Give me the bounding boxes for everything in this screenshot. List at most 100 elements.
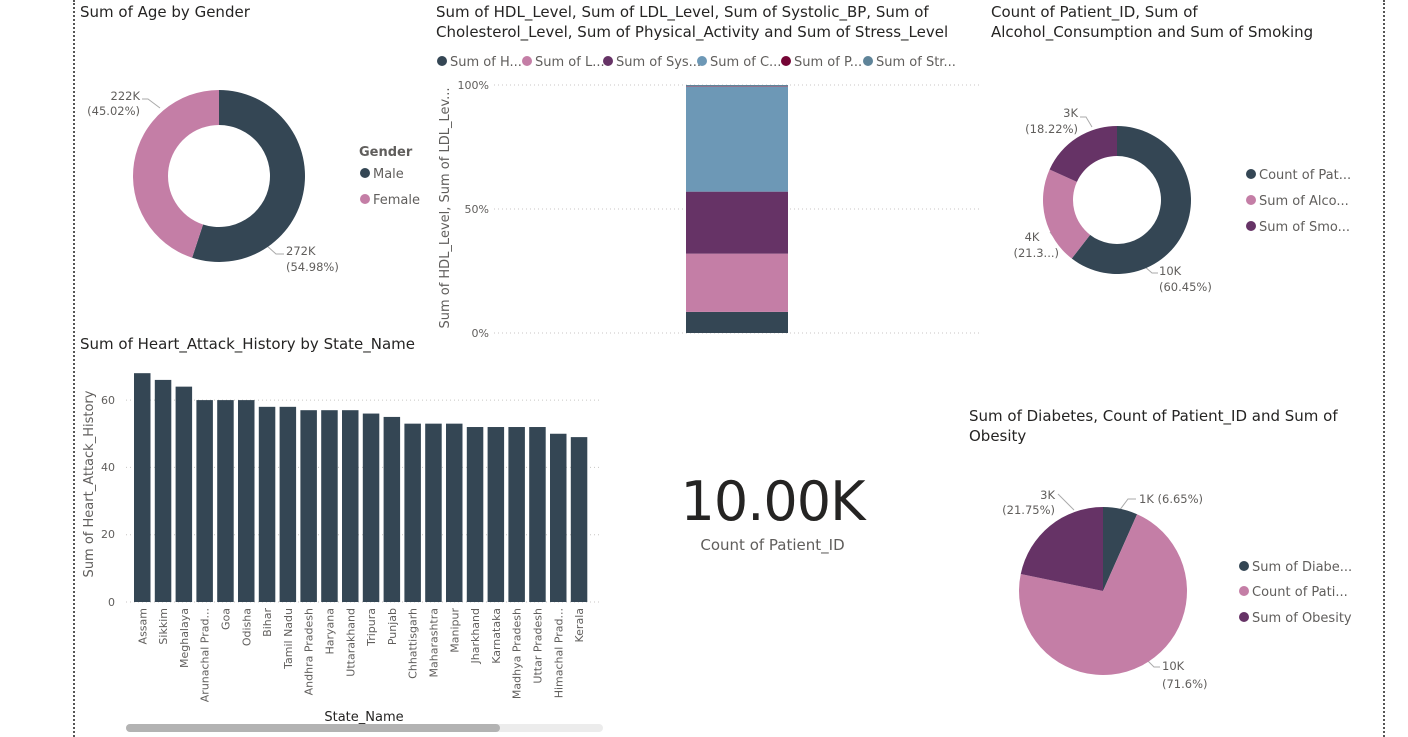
chart-marks: Assam Sikkim Meghalaya Arunachal Prad... Goa… (126, 84, 1191, 702)
stacked-tick-0: 0% (472, 327, 489, 340)
bar-14[interactable] (425, 423, 442, 602)
patient-legend-marker-1 (1246, 195, 1256, 205)
stacked-chart-title-line1: Sum of HDL_Level, Sum of LDL_Level, Sum … (436, 3, 929, 21)
diabetes-pie-slice-1[interactable] (1019, 514, 1187, 676)
bar-4[interactable] (217, 400, 234, 602)
patient-smoke-label-pct: (18.22%) (1025, 122, 1078, 136)
stacked-segment-0[interactable] (686, 311, 788, 333)
bar-scrollbar-thumb[interactable] (126, 724, 500, 732)
bar-category-label-18: Madhya Pradesh (511, 608, 524, 699)
bar-category-label-10: Uttarakhand (344, 608, 357, 677)
age-donut-slice-0[interactable] (192, 90, 305, 262)
stacked-legend-label-0[interactable]: Sum of H... (450, 55, 522, 70)
bar-18[interactable] (508, 427, 525, 602)
pie-count-label-pct: (71.6%) (1162, 677, 1208, 691)
bar-category-label-1: Sikkim (157, 608, 170, 645)
age-male-leader-line (265, 244, 284, 255)
bar-9[interactable] (321, 410, 338, 602)
patient-legend-marker-0 (1246, 169, 1256, 179)
bar-3[interactable] (196, 400, 213, 602)
patient-donut-title-line2: Alcohol_Consumption and Sum of Smoking (991, 23, 1314, 41)
legend-male-label[interactable]: Male (373, 167, 404, 182)
bar-2[interactable] (175, 386, 193, 602)
patient-donut-slice-2[interactable] (1049, 126, 1117, 182)
bar-12[interactable] (383, 416, 401, 602)
bar-10[interactable] (342, 410, 359, 602)
bar-6[interactable] (258, 406, 276, 602)
patient-donut-slice-0[interactable] (1071, 126, 1191, 274)
patient-count-card-value: 10.00K (680, 470, 865, 533)
stacked-legend-marker-0 (437, 56, 447, 66)
patient-alco-label-pct: (21.3...) (1013, 246, 1059, 260)
bar-5[interactable] (238, 400, 255, 602)
stacked-legend-label-3[interactable]: Sum of C... (710, 55, 781, 70)
bar-13[interactable] (404, 423, 421, 602)
bar-tick-60: 60 (101, 394, 115, 407)
bar-7[interactable] (279, 406, 297, 602)
legend-female-marker (360, 194, 370, 204)
pie-legend-marker-0 (1239, 561, 1249, 571)
stacked-segment-2[interactable] (686, 191, 788, 254)
bar-category-label-2: Meghalaya (178, 608, 191, 668)
patient-legend-label-2[interactable]: Sum of Smo... (1259, 220, 1350, 235)
page-divider-left (73, 0, 75, 737)
patient-legend-label-0[interactable]: Count of Pat... (1259, 168, 1351, 183)
bar-0[interactable] (134, 373, 151, 602)
age-donut-title: Sum of Age by Gender (80, 3, 250, 21)
bar-x-axis-label: State_Name (324, 710, 403, 725)
pie-legend-label-1[interactable]: Count of Pati... (1252, 585, 1348, 600)
stacked-y-axis-label: Sum of HDL_Level, Sum of LDL_Lev... (438, 87, 453, 328)
bar-20[interactable] (550, 433, 567, 602)
stacked-segment-3[interactable] (686, 86, 788, 192)
bar-category-label-3: Arunachal Prad... (199, 608, 212, 702)
bar-category-label-21: Kerala (573, 608, 586, 643)
patient-count-leader-line (1143, 265, 1158, 274)
bar-category-label-8: Andhra Pradesh (303, 608, 316, 695)
age-donut-slice-1[interactable] (132, 90, 219, 258)
stacked-segment-1[interactable] (686, 253, 788, 312)
stacked-segment-5[interactable] (686, 85, 788, 87)
bar-category-label-5: Odisha (240, 608, 253, 646)
patient-legend-label-1[interactable]: Sum of Alco... (1259, 194, 1349, 209)
stacked-legend-marker-3 (697, 56, 707, 66)
stacked-legend-label-2[interactable]: Sum of Sys... (616, 55, 701, 70)
stacked-legend-label-4[interactable]: Sum of P... (794, 55, 862, 70)
pie-legend-label-0[interactable]: Sum of Diabe... (1252, 560, 1352, 575)
age-male-label-pct: (54.98%) (286, 260, 339, 274)
bar-category-label-9: Haryana (323, 608, 336, 655)
patient-smoke-leader-line (1080, 116, 1093, 128)
patient-alco-label-value: 4K (1025, 230, 1040, 244)
stacked-legend-label-5[interactable]: Sum of Str... (876, 55, 956, 70)
diabetes-pie-slice-2[interactable] (1020, 507, 1103, 591)
patient-donut-slice-1[interactable] (1043, 169, 1091, 259)
bar-category-label-7: Tamil Nadu (282, 608, 295, 670)
pie-legend-label-2[interactable]: Sum of Obesity (1252, 611, 1352, 626)
patient-count-label-value: 10K (1159, 264, 1182, 278)
stacked-legend-label-1[interactable]: Sum of L... (535, 55, 605, 70)
bar-category-label-6: Bihar (261, 608, 274, 637)
bar-category-label-20: Himachal Prad... (552, 608, 565, 698)
bar-8[interactable] (300, 410, 317, 602)
diabetes-pie-slice-0[interactable] (1103, 507, 1138, 591)
pie-diab-label: 1K (6.65%) (1139, 492, 1203, 506)
stacked-legend-marker-1 (522, 56, 532, 66)
stacked-chart-title-line2: Cholesterol_Level, Sum of Physical_Activ… (436, 23, 949, 41)
bar-16[interactable] (466, 427, 484, 602)
bar-21[interactable] (570, 437, 588, 602)
bar-category-label-12: Punjab (386, 608, 399, 645)
bar-15[interactable] (446, 423, 463, 602)
legend-female-label[interactable]: Female (373, 193, 420, 208)
pie-obes-leader-line (1057, 493, 1075, 511)
bar-1[interactable] (154, 379, 172, 602)
age-female-leader-line (142, 98, 161, 109)
stacked-legend-marker-4 (781, 56, 791, 66)
bar-category-label-4: Goa (219, 608, 232, 630)
bar-11[interactable] (362, 413, 380, 602)
pie-count-label-value: 10K (1162, 659, 1185, 673)
bar-19[interactable] (529, 427, 546, 602)
bar-17[interactable] (487, 427, 505, 602)
stacked-tick-100: 100% (458, 79, 489, 92)
bar-category-label-0: Assam (136, 608, 149, 644)
bar-category-label-19: Uttar Pradesh (531, 608, 544, 684)
